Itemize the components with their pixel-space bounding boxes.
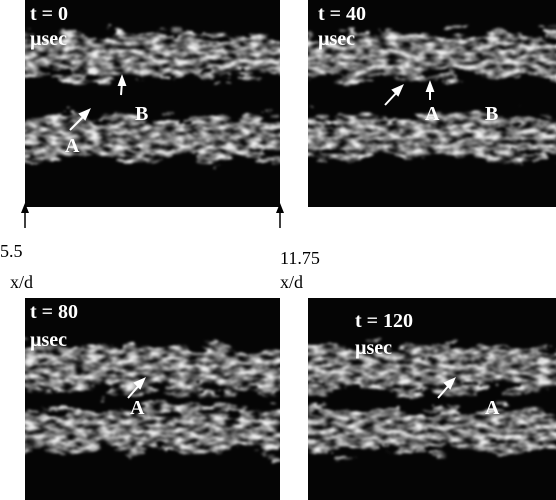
lower-band	[308, 410, 556, 450]
unit-label: µsec	[30, 28, 67, 50]
image-bg	[25, 298, 280, 500]
upper-band	[308, 348, 556, 390]
feature-label: B	[135, 103, 148, 125]
arrows	[69, 74, 456, 399]
panel-labels: t = 0 µsec A B t = 40 µsec A B t = 80 µs…	[30, 3, 500, 419]
feature-label: B	[485, 103, 498, 125]
lower-band	[25, 410, 280, 450]
upper-band	[25, 35, 280, 77]
flow-bands	[25, 35, 280, 158]
axis-unit: x/d	[280, 272, 303, 292]
axis: 5.5 x/d 11.75 x/d	[0, 203, 320, 292]
axis-label: 11.75	[280, 248, 320, 268]
time-label: t = 40	[318, 3, 366, 25]
image-panel	[25, 298, 280, 500]
image-panel	[25, 0, 280, 207]
feature-label: A	[485, 397, 500, 419]
image-bg	[25, 0, 280, 207]
axis-label: 5.5	[0, 241, 23, 261]
flow-bands	[308, 348, 556, 450]
feature-label: A	[65, 135, 80, 157]
upper-band	[25, 348, 280, 390]
lower-band	[25, 118, 280, 158]
flow-bands	[308, 35, 556, 158]
flow-bands	[25, 348, 280, 450]
unit-label: µsec	[30, 329, 67, 351]
image-panel	[308, 298, 556, 500]
image-bg	[308, 0, 556, 207]
lower-band	[308, 118, 556, 158]
time-label: t = 0	[30, 3, 68, 25]
unit-label: µsec	[355, 337, 392, 359]
upper-band	[308, 35, 556, 77]
image-panel	[308, 0, 556, 207]
time-label: t = 120	[355, 310, 413, 332]
image-bg	[308, 298, 556, 500]
time-label: t = 80	[30, 301, 78, 323]
axis-unit: x/d	[10, 272, 33, 292]
feature-label: A	[425, 103, 440, 125]
unit-label: µsec	[318, 28, 355, 50]
feature-label: A	[130, 397, 145, 419]
